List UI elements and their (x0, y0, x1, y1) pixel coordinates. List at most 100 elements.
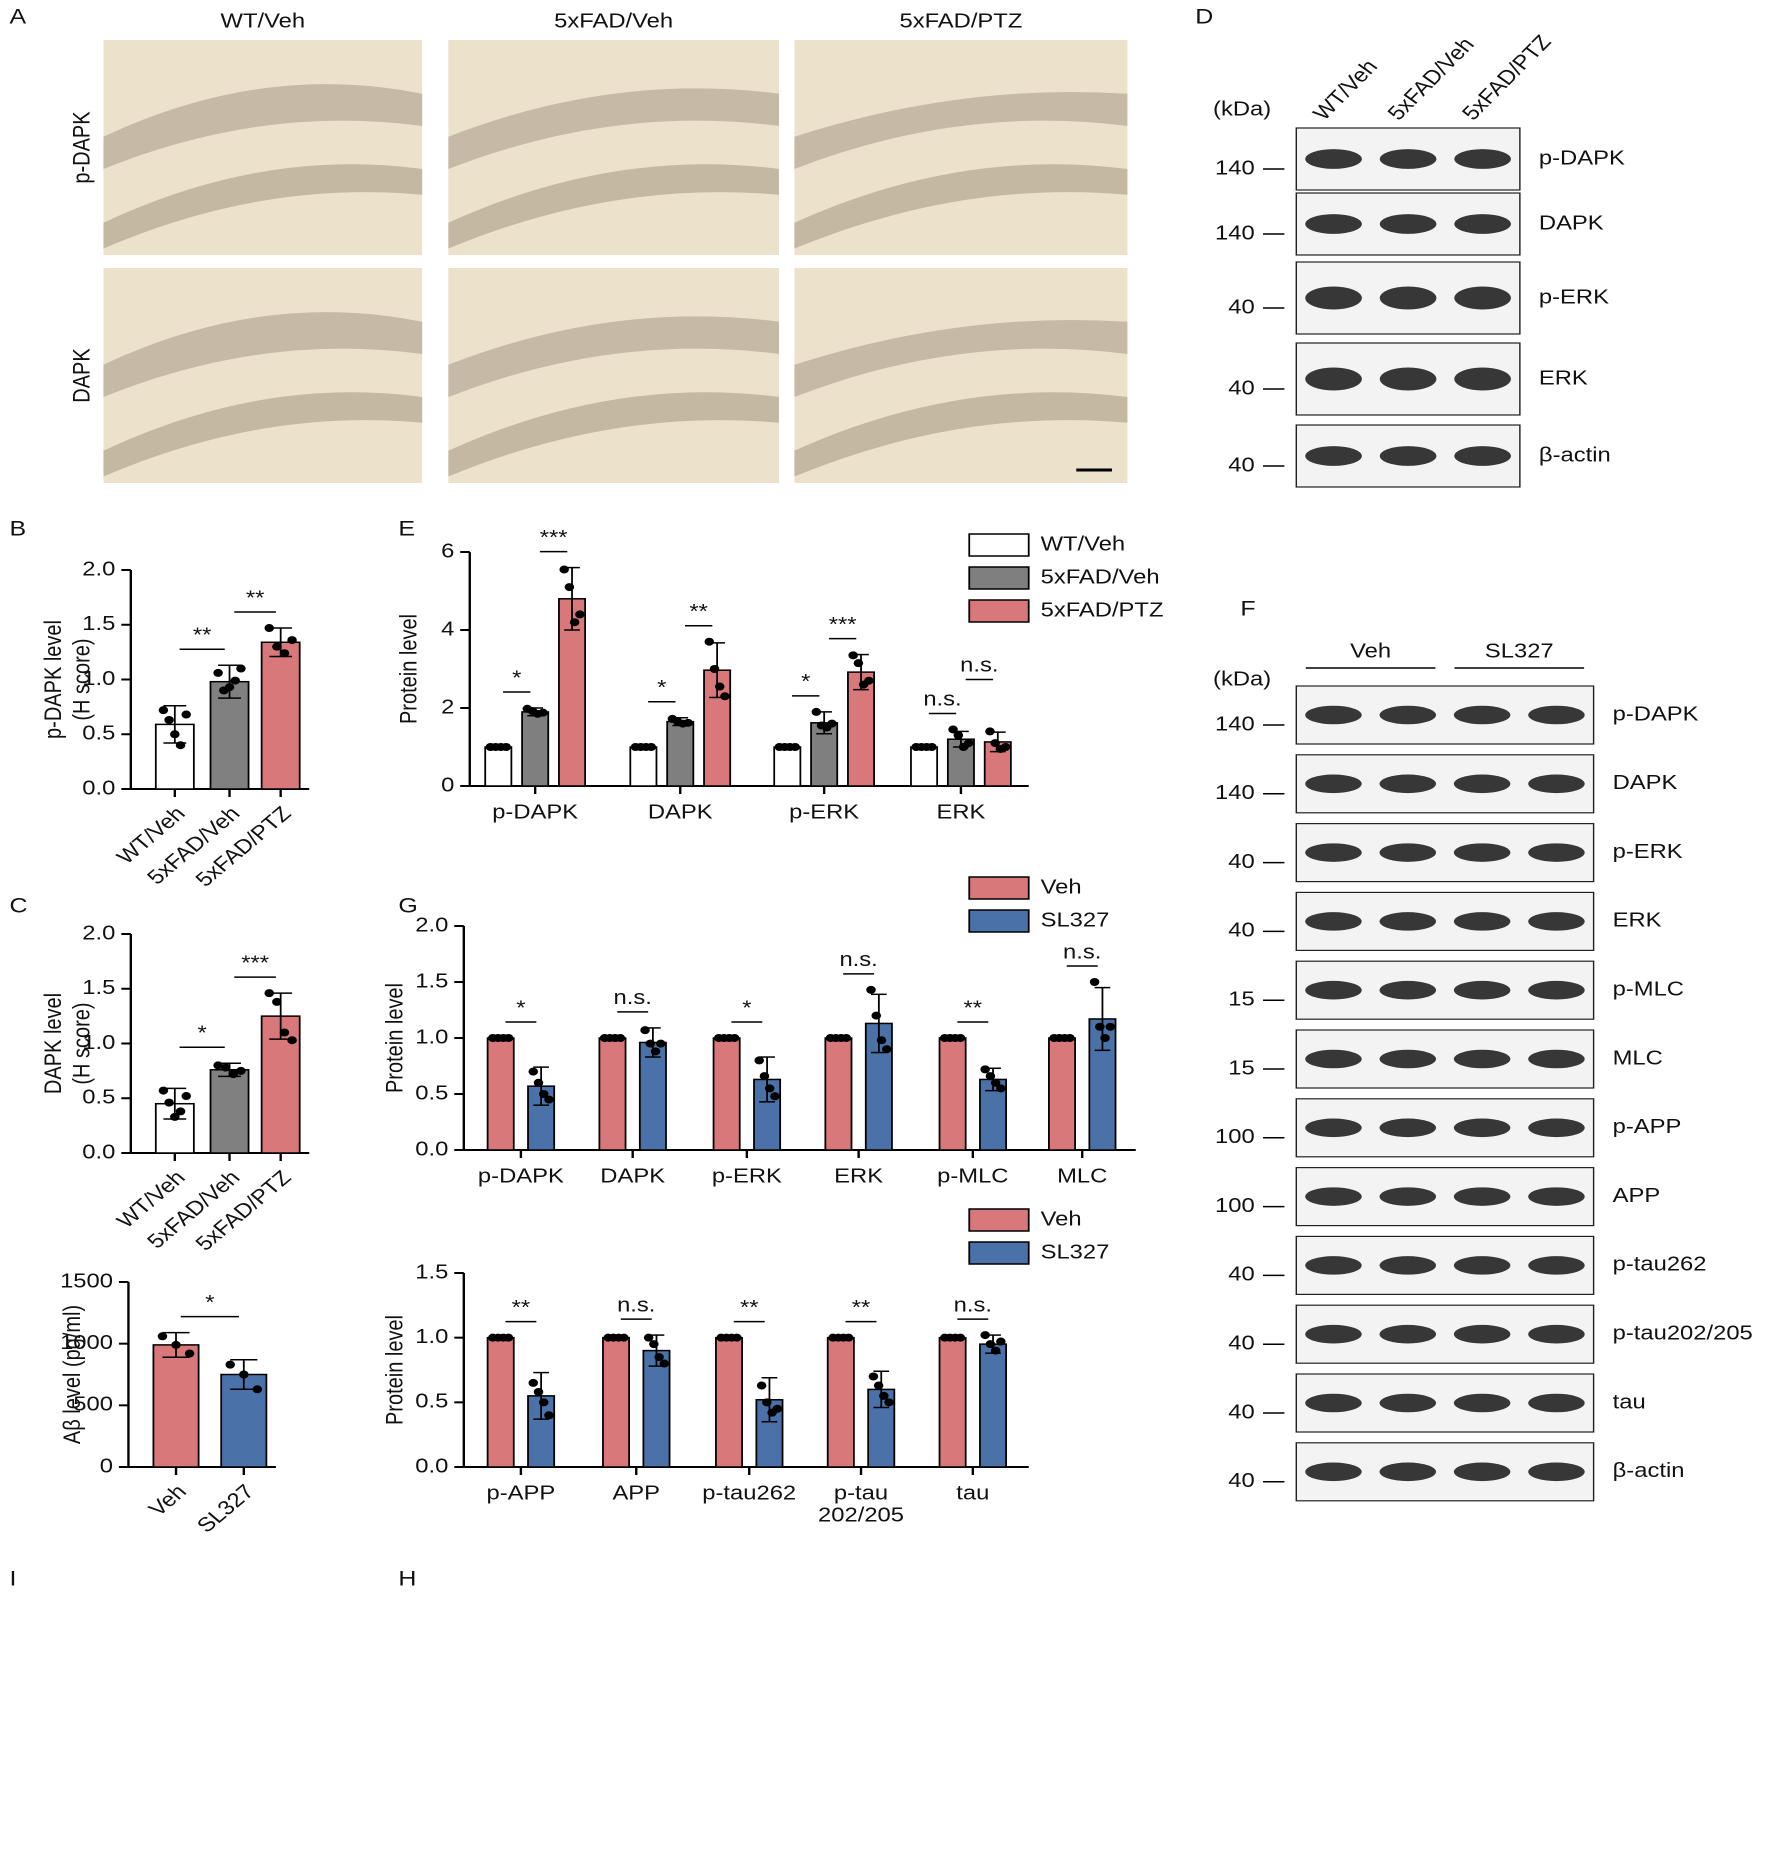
data-point (864, 676, 874, 685)
blot-band (1379, 1049, 1437, 1069)
data-point (272, 642, 282, 651)
data-point (264, 624, 275, 633)
data-point (985, 727, 995, 736)
row-marker: 40 (1228, 918, 1254, 941)
data-point (876, 1036, 887, 1045)
data-point (927, 743, 937, 751)
y-tick-label: 0.0 (415, 1137, 448, 1160)
y-tick-label: 500 (73, 1392, 113, 1415)
data-point (1095, 1022, 1105, 1031)
panel-letter: F (1240, 596, 1255, 620)
x-tick-label: ERK (936, 800, 985, 823)
blot-band (1305, 1462, 1362, 1482)
data-point (252, 1385, 263, 1394)
legend-swatch (968, 1241, 1030, 1265)
data-point (236, 1066, 246, 1075)
y-tick-label: 1500 (60, 1269, 113, 1292)
significance-label: * (198, 1021, 208, 1044)
data-point (1000, 743, 1011, 751)
bar (712, 1037, 741, 1151)
data-point (170, 1112, 180, 1121)
x-tick-label: tau (956, 1481, 989, 1504)
blot-band (1453, 774, 1511, 794)
data-point (841, 1034, 852, 1042)
data-point (538, 1398, 549, 1407)
significance-label: ** (852, 1296, 871, 1319)
bar (209, 680, 250, 790)
data-point (157, 1332, 168, 1341)
y-tick-label: 1.5 (82, 612, 115, 635)
bar (979, 1343, 1008, 1468)
bar (152, 1344, 200, 1468)
y-axis-label: Protein level (381, 1315, 408, 1425)
tissue-band (794, 319, 1128, 397)
data-point (175, 1107, 186, 1116)
y-axis-label: p-DAPK level (39, 620, 66, 739)
row-label: ERK (1613, 908, 1662, 931)
row-label: p-DAPK (1613, 702, 1699, 725)
bar (209, 1069, 250, 1154)
blot-band (1379, 912, 1437, 931)
data-point (756, 1381, 767, 1390)
data-point (564, 583, 575, 592)
significance-label: n.s. (617, 1293, 655, 1316)
significance-label: * (657, 676, 667, 699)
data-point (575, 610, 585, 619)
bar (824, 1037, 853, 1151)
blot-band (1453, 1118, 1511, 1138)
data-point (1065, 1034, 1075, 1042)
data-point (501, 743, 511, 751)
tissue-band (103, 84, 423, 169)
row-marker: 15 (1228, 1056, 1254, 1079)
unit-label: (kDa) (1213, 97, 1271, 120)
y-tick-label: 0.5 (82, 721, 115, 744)
panel-letter: G (398, 893, 417, 917)
significance-label: n.s. (954, 1293, 992, 1316)
bar (1048, 1037, 1076, 1151)
data-point (225, 1360, 235, 1369)
data-point (985, 1072, 996, 1081)
data-point (544, 1095, 554, 1104)
significance-label: ** (193, 623, 212, 646)
significance-label: ** (512, 1296, 531, 1319)
panel-letter: H (398, 1566, 416, 1590)
data-point (615, 1034, 626, 1042)
blot-band (1453, 1256, 1511, 1275)
data-point (683, 718, 693, 727)
panel-letter: E (398, 516, 415, 540)
data-point (569, 618, 580, 627)
x-tick-label: p-DAPK (478, 1164, 564, 1187)
panel-letter: D (1195, 4, 1213, 28)
y-tick-label: 1.0 (82, 667, 115, 690)
blot-band (1379, 286, 1437, 310)
blot-band (1454, 367, 1511, 391)
data-point (881, 1045, 892, 1054)
legend-label: Veh (1041, 1207, 1082, 1230)
row-label: β-actin (1613, 1459, 1685, 1482)
legend-label: 5xFAD/Veh (1041, 565, 1160, 588)
blot-band (1305, 1049, 1362, 1069)
data-point (1105, 1022, 1116, 1031)
group-label: SL327 (1485, 639, 1554, 662)
data-point (164, 1098, 174, 1107)
y-axis-label: (H score) (68, 638, 95, 720)
y-tick-label: 1000 (60, 1331, 113, 1354)
data-point (279, 649, 290, 658)
data-point (985, 1340, 996, 1349)
blot-band (1528, 1393, 1585, 1413)
tissue-band (103, 164, 423, 249)
x-tick-label: APP (612, 1481, 660, 1504)
x-tick-label: DAPK (600, 1164, 665, 1187)
data-point (533, 1387, 544, 1396)
data-point (184, 1349, 195, 1358)
blot-band (1379, 1187, 1437, 1206)
blot-band (1528, 774, 1585, 794)
y-tick-label: 0.5 (415, 1389, 448, 1412)
x-tick-label: p-tau262 (702, 1481, 796, 1504)
tissue-band (794, 392, 1128, 477)
blot-band (1379, 774, 1437, 794)
x-tick-label: ERK (834, 1164, 883, 1187)
blot-band (1379, 843, 1437, 862)
data-point (955, 1034, 966, 1042)
blot-band (1379, 1393, 1437, 1413)
